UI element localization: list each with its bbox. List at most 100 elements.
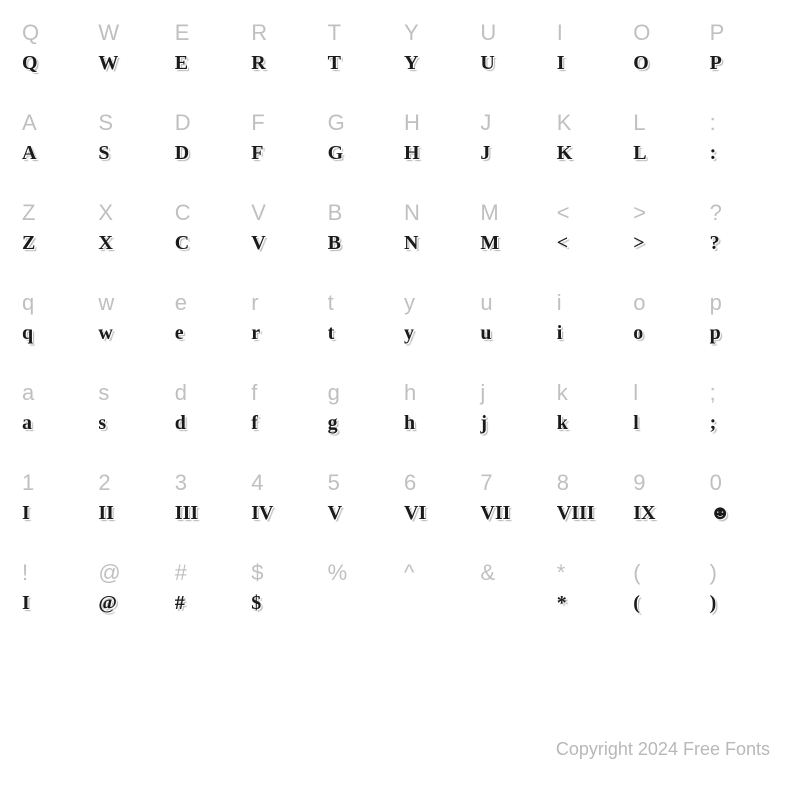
glyph-sample <box>400 590 476 640</box>
glyph-label: e <box>171 280 247 320</box>
glyph-label: 0 <box>706 460 782 500</box>
glyph-label: % <box>324 550 400 590</box>
glyph-sample: P <box>706 50 782 100</box>
glyph-sample: IV <box>247 500 323 550</box>
glyph-sample: J <box>476 140 552 190</box>
glyph-sample: A <box>18 140 94 190</box>
glyph-label: 1 <box>18 460 94 500</box>
glyph-label: i <box>553 280 629 320</box>
glyph-label: ? <box>706 190 782 230</box>
glyph-sample: III <box>171 500 247 550</box>
glyph-label: ! <box>18 550 94 590</box>
glyph-sample: : <box>706 140 782 190</box>
character-map-grid: QWERTYUIOPQWERTYUIOPASDFGHJKL:ASDFGHJKL:… <box>18 10 782 640</box>
glyph-label: Y <box>400 10 476 50</box>
glyph-sample: V <box>324 500 400 550</box>
glyph-sample: I <box>18 500 94 550</box>
glyph-label: h <box>400 370 476 410</box>
glyph-sample: s <box>94 410 170 460</box>
glyph-label: Z <box>18 190 94 230</box>
glyph-label: @ <box>94 550 170 590</box>
glyph-label: V <box>247 190 323 230</box>
glyph-label: C <box>171 190 247 230</box>
glyph-sample: w <box>94 320 170 370</box>
glyph-label: > <box>629 190 705 230</box>
glyph-label: y <box>400 280 476 320</box>
glyph-label: 3 <box>171 460 247 500</box>
glyph-sample: G <box>324 140 400 190</box>
glyph-sample: E <box>171 50 247 100</box>
glyph-label: M <box>476 190 552 230</box>
glyph-label: F <box>247 100 323 140</box>
glyph-sample: f <box>247 410 323 460</box>
glyph-sample: N <box>400 230 476 280</box>
glyph-sample: S <box>94 140 170 190</box>
glyph-sample: W <box>94 50 170 100</box>
glyph-sample: j <box>476 410 552 460</box>
glyph-label: ( <box>629 550 705 590</box>
glyph-label: 5 <box>324 460 400 500</box>
glyph-sample: # <box>171 590 247 640</box>
glyph-sample: d <box>171 410 247 460</box>
glyph-label: D <box>171 100 247 140</box>
glyph-label: : <box>706 100 782 140</box>
glyph-sample: IX <box>629 500 705 550</box>
glyph-label: G <box>324 100 400 140</box>
glyph-sample: D <box>171 140 247 190</box>
glyph-label: J <box>476 100 552 140</box>
glyph-sample: I <box>18 590 94 640</box>
glyph-sample: ( <box>629 590 705 640</box>
glyph-label: I <box>553 10 629 50</box>
glyph-label: X <box>94 190 170 230</box>
glyph-label: W <box>94 10 170 50</box>
glyph-label: O <box>629 10 705 50</box>
glyph-sample: < <box>553 230 629 280</box>
glyph-label: & <box>476 550 552 590</box>
glyph-label: r <box>247 280 323 320</box>
glyph-label: o <box>629 280 705 320</box>
glyph-label: P <box>706 10 782 50</box>
glyph-label: q <box>18 280 94 320</box>
glyph-sample: Q <box>18 50 94 100</box>
glyph-sample: p <box>706 320 782 370</box>
glyph-sample: o <box>629 320 705 370</box>
glyph-label: * <box>553 550 629 590</box>
glyph-label: T <box>324 10 400 50</box>
glyph-sample: H <box>400 140 476 190</box>
glyph-label: Q <box>18 10 94 50</box>
glyph-label: E <box>171 10 247 50</box>
glyph-sample: ? <box>706 230 782 280</box>
glyph-sample: T <box>324 50 400 100</box>
glyph-label: < <box>553 190 629 230</box>
glyph-sample: VII <box>476 500 552 550</box>
glyph-sample: e <box>171 320 247 370</box>
glyph-sample: q <box>18 320 94 370</box>
glyph-sample: a <box>18 410 94 460</box>
glyph-sample: ) <box>706 590 782 640</box>
glyph-sample: F <box>247 140 323 190</box>
glyph-sample: O <box>629 50 705 100</box>
glyph-label: j <box>476 370 552 410</box>
glyph-sample: X <box>94 230 170 280</box>
glyph-label: s <box>94 370 170 410</box>
glyph-label: ^ <box>400 550 476 590</box>
glyph-label: R <box>247 10 323 50</box>
glyph-sample: I <box>553 50 629 100</box>
glyph-label: a <box>18 370 94 410</box>
glyph-sample: V <box>247 230 323 280</box>
glyph-label: $ <box>247 550 323 590</box>
glyph-sample: $ <box>247 590 323 640</box>
glyph-label: 4 <box>247 460 323 500</box>
glyph-label: d <box>171 370 247 410</box>
glyph-sample: Y <box>400 50 476 100</box>
glyph-sample: R <box>247 50 323 100</box>
glyph-label: ; <box>706 370 782 410</box>
glyph-label: 7 <box>476 460 552 500</box>
glyph-sample: Z <box>18 230 94 280</box>
glyph-sample: r <box>247 320 323 370</box>
glyph-sample: ; <box>706 410 782 460</box>
glyph-sample: l <box>629 410 705 460</box>
glyph-label: ) <box>706 550 782 590</box>
glyph-sample: i <box>553 320 629 370</box>
glyph-sample: k <box>553 410 629 460</box>
